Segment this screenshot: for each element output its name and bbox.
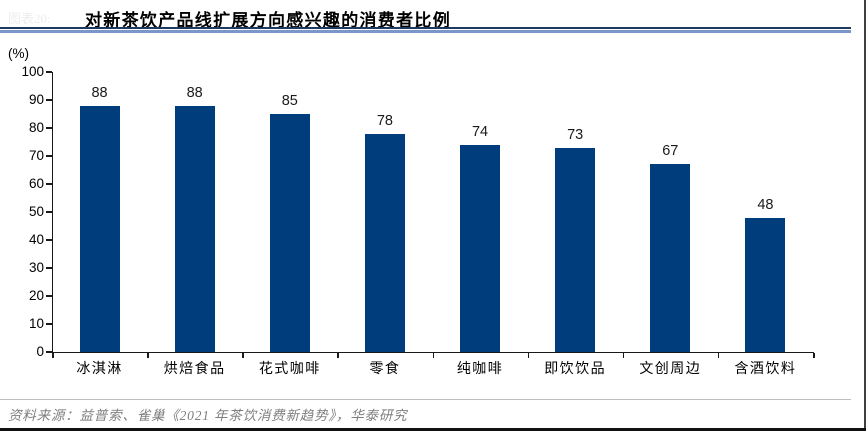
y-tick-mark — [46, 155, 52, 157]
x-tick-mark — [717, 353, 720, 358]
y-tick-mark — [46, 71, 52, 73]
y-axis-unit-label: (%) — [8, 46, 29, 61]
bar-6 — [555, 147, 596, 352]
cell-right-border — [864, 0, 866, 431]
y-tick-label: 70 — [28, 148, 44, 163]
x-category-label: 花式咖啡 — [258, 362, 321, 377]
x-category-label: 烘焙食品 — [163, 362, 226, 377]
bar-value-label: 73 — [567, 126, 584, 143]
x-category-label: 即饮饮品 — [544, 362, 607, 377]
bar-7 — [650, 164, 691, 352]
y-tick-label: 30 — [28, 260, 44, 275]
x-tick-mark — [52, 353, 54, 358]
y-tick-mark — [46, 295, 52, 297]
chart-title: 对新茶饮产品线扩展方向感兴趣的消费者比例 — [85, 11, 451, 30]
bar-4 — [364, 133, 405, 352]
y-tick-mark — [46, 183, 52, 185]
y-tick-label: 50 — [28, 204, 44, 219]
x-category-label: 冰淇淋 — [76, 362, 123, 377]
bar-value-label: 48 — [757, 196, 774, 213]
x-tick-mark — [813, 353, 815, 358]
title-underline — [0, 27, 851, 33]
y-tick-label: 60 — [28, 176, 44, 191]
bar-3 — [269, 114, 310, 352]
bar-value-label: 85 — [281, 93, 298, 109]
bar-value-label: 88 — [91, 84, 108, 101]
bar-5 — [460, 144, 501, 352]
y-tick-label: 40 — [28, 232, 44, 247]
y-tick-mark — [46, 351, 52, 353]
y-tick-label: 0 — [36, 344, 44, 359]
x-category-label: 文创周边 — [639, 362, 702, 377]
x-tick-mark — [147, 353, 149, 358]
x-category-label: 纯咖啡 — [456, 362, 504, 377]
y-tick-mark — [46, 267, 52, 269]
x-tick-mark — [622, 353, 625, 358]
x-tick-mark — [337, 353, 339, 358]
x-category-label: 含酒饮料 — [734, 362, 797, 377]
footer-divider — [0, 399, 851, 400]
bar-8 — [745, 217, 786, 352]
y-tick-label: 100 — [21, 64, 44, 79]
y-tick-label: 20 — [28, 288, 44, 303]
y-tick-label: 10 — [28, 316, 44, 331]
bar-value-label: 74 — [471, 123, 489, 140]
figure-number-faint: 图表20: — [8, 11, 51, 26]
bar-2 — [174, 105, 215, 352]
bar-value-label: 88 — [186, 84, 203, 101]
y-tick-mark — [46, 99, 52, 101]
bar-value-label: 78 — [376, 112, 393, 129]
y-tick-mark — [46, 239, 52, 241]
x-tick-mark — [432, 353, 434, 358]
source-note: 资料来源：益普索、雀巢《2021 年茶饮消费新趋势》，华泰研究 — [8, 408, 408, 423]
x-category-label: 零食 — [369, 362, 401, 377]
y-tick-label: 80 — [28, 120, 44, 135]
bar-1 — [79, 105, 120, 352]
x-tick-mark — [242, 353, 244, 358]
x-tick-mark — [527, 353, 530, 358]
y-tick-mark — [46, 323, 52, 325]
y-tick-mark — [46, 127, 52, 129]
plot-area — [52, 72, 814, 353]
y-tick-mark — [46, 211, 52, 213]
cell-bottom-border — [0, 428, 866, 431]
bar-value-label: 67 — [662, 143, 679, 160]
y-tick-label: 90 — [28, 92, 44, 107]
